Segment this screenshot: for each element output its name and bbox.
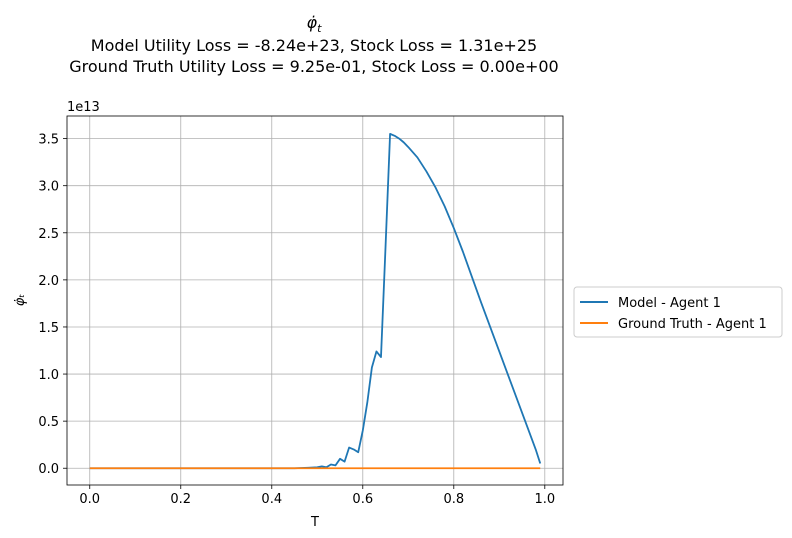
- series-line-model: [89, 132, 542, 470]
- legend-box: [573, 286, 783, 338]
- y-tick-label: 0.5: [38, 415, 59, 430]
- y-tick-label: 1.0: [38, 368, 59, 383]
- x-tick-label: 0.8: [443, 492, 464, 507]
- legend: Model - Agent 1 Ground Truth - Agent 1: [573, 286, 783, 338]
- chart-title-subscript: t: [317, 22, 322, 35]
- y-tick-label: 2.5: [38, 227, 59, 242]
- x-tick-label: 0.0: [79, 492, 100, 507]
- x-axis-ticks: 0.0 0.2 0.4 0.6 0.8 1.0: [79, 485, 555, 507]
- y-tick-label: 3.0: [38, 180, 59, 195]
- grid: [67, 116, 563, 485]
- plot-frame: [66, 115, 564, 486]
- y-tick-label: 1.5: [38, 321, 59, 336]
- y-tick-label: 3.5: [38, 133, 59, 148]
- chart-title-line2: Model Utility Loss = -8.24e+23, Stock Lo…: [91, 36, 537, 55]
- x-tick-label: 0.2: [170, 492, 191, 507]
- x-tick-label: 0.4: [261, 492, 282, 507]
- y-tick-label: 2.0: [38, 274, 59, 289]
- y-axis-ticks: 0.0 0.5 1.0 1.5 2.0 2.5 3.0 3.5: [38, 133, 67, 477]
- legend-label-model: Model - Agent 1: [618, 296, 721, 311]
- chart-title-symbol: φ̇t: [307, 13, 323, 35]
- x-tick-label: 1.0: [534, 492, 555, 507]
- chart-title-line3: Ground Truth Utility Loss = 9.25e-01, St…: [69, 57, 558, 76]
- x-tick-label: 0.6: [352, 492, 373, 507]
- plot-area: 0.0 0.2 0.4 0.6 0.8 1.0 0.0 0.5 1.0 1.5 2.0 2.5 3.0…: [38, 115, 564, 507]
- x-axis-label: T: [310, 515, 319, 530]
- legend-label-ground-truth: Ground Truth - Agent 1: [618, 317, 767, 332]
- y-tick-label: 0.0: [38, 462, 59, 477]
- series-lines: [89, 132, 542, 470]
- y-axis-label: φ̇ₜ: [13, 294, 28, 307]
- y-axis-offset-label: 1e13: [67, 100, 100, 115]
